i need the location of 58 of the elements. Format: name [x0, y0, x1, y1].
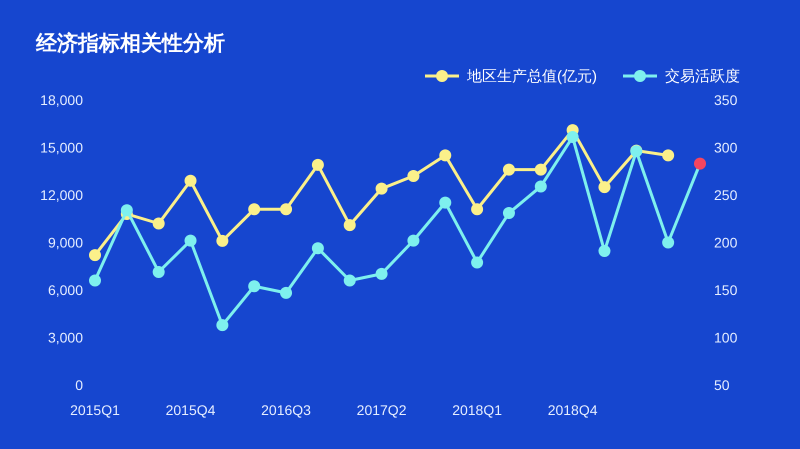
point: [439, 196, 452, 209]
point: [566, 131, 579, 144]
y2-tick-label: 50: [714, 377, 730, 393]
point: [216, 319, 228, 332]
y-tick-label: 3,000: [48, 330, 84, 346]
y-tick-label: 15,000: [40, 140, 84, 156]
point: [598, 245, 610, 258]
point: [344, 274, 356, 286]
x-tick-label: 2018Q4: [548, 402, 598, 418]
point: [89, 249, 101, 262]
x-tick-label: 2015Q1: [70, 402, 120, 418]
point: [216, 234, 228, 247]
point: [502, 207, 515, 220]
point: [280, 203, 292, 216]
point: [502, 164, 515, 176]
y2-tick-label: 350: [714, 92, 738, 108]
y-tick-label: 18,000: [40, 92, 84, 108]
y2-tick-label: 300: [714, 140, 738, 156]
y2-tick-label: 150: [714, 282, 738, 298]
point: [184, 234, 197, 247]
point: [248, 280, 260, 292]
point: [662, 236, 674, 248]
legend-label: 交易活跃度: [665, 68, 740, 85]
y2-tick-label: 100: [714, 330, 738, 346]
point: [312, 158, 324, 171]
point: [152, 218, 165, 230]
point: [120, 204, 133, 216]
point: [598, 181, 610, 194]
point: [89, 274, 101, 286]
point: [376, 182, 388, 195]
point: [534, 164, 547, 176]
y2-tick-label: 200: [714, 234, 738, 250]
x-tick-label: 2018Q1: [452, 402, 502, 418]
point: [471, 256, 484, 268]
y-tick-label: 12,000: [40, 187, 84, 203]
x-tick-label: 2015Q4: [166, 402, 216, 418]
point: [662, 149, 674, 162]
title: 经济指标相关性分析: [36, 32, 225, 55]
point: [407, 170, 420, 182]
legend-label: 地区生产总值(亿元): [466, 68, 597, 85]
point: [248, 203, 260, 216]
y-tick-label: 0: [75, 377, 84, 393]
x-tick-label: 2016Q3: [261, 402, 312, 418]
point: [312, 242, 324, 254]
x-tick-label: 2017Q2: [356, 402, 407, 418]
point: [152, 266, 165, 278]
y-tick-label: 6,000: [48, 282, 84, 298]
point: [471, 203, 484, 216]
point: [534, 180, 547, 192]
point: [694, 158, 706, 170]
y-tick-label: 9,000: [48, 234, 84, 250]
point: [184, 174, 197, 187]
point: [376, 268, 388, 280]
y2-tick-label: 250: [714, 187, 738, 203]
point: [407, 234, 420, 247]
point: [280, 286, 292, 299]
point: [344, 219, 356, 232]
point: [439, 149, 452, 162]
